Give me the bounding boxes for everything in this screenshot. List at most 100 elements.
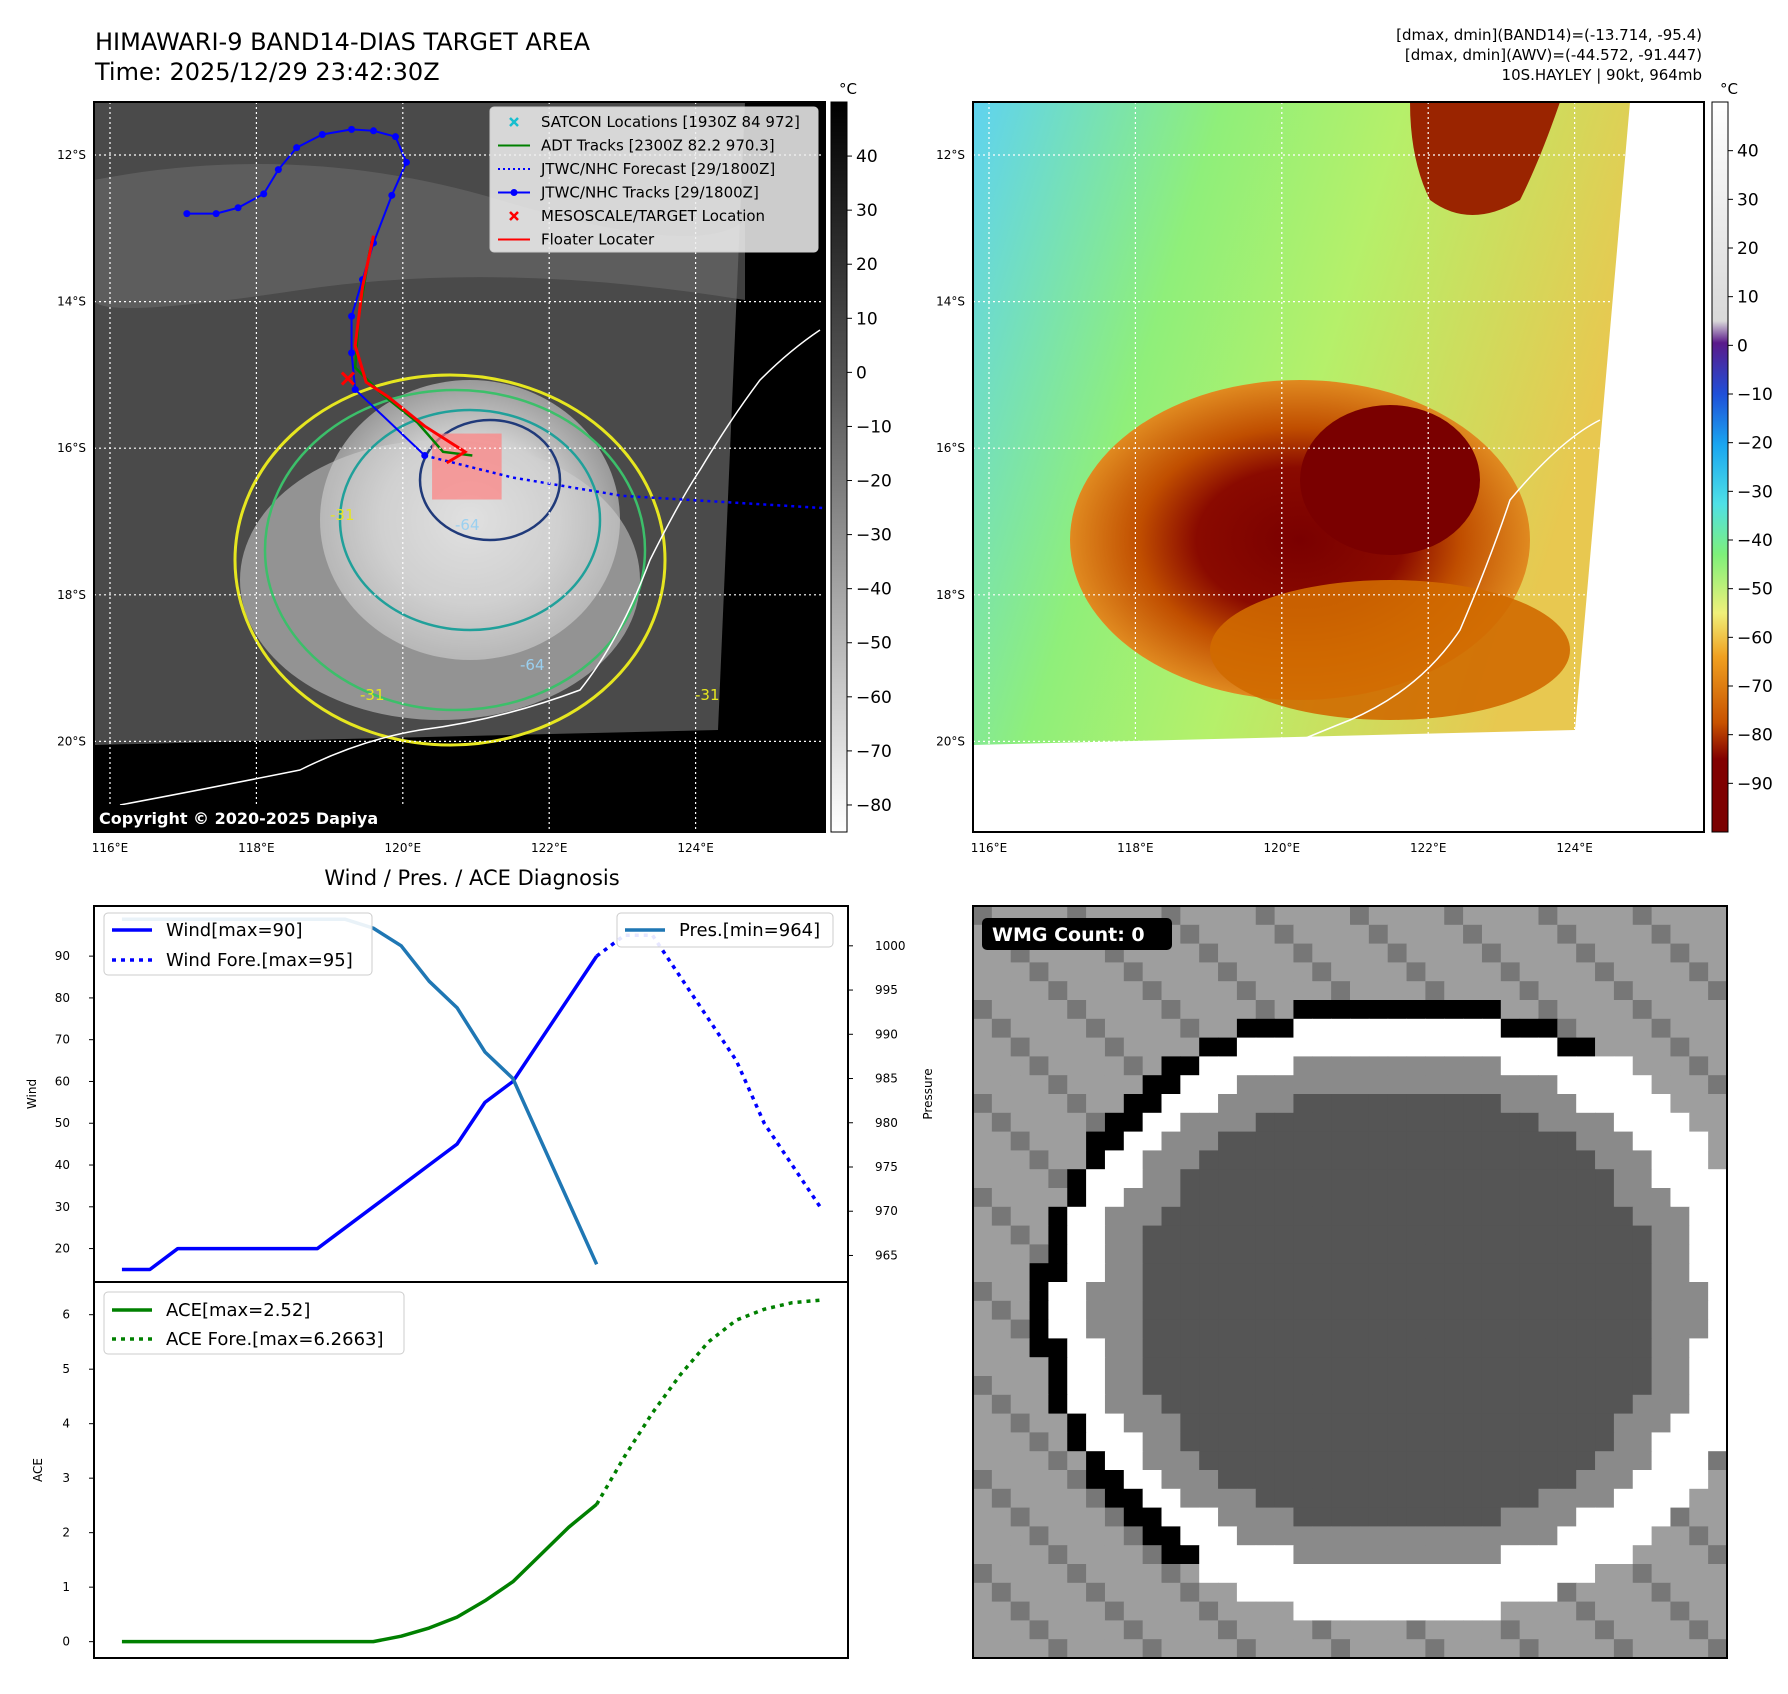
wmg-cell (1387, 1582, 1408, 1603)
wmg-cell (1387, 1432, 1408, 1452)
contour-yellow (233, 373, 667, 747)
wmg-cell (1708, 981, 1728, 1001)
wmg-cell (1670, 1263, 1690, 1283)
wmg-cell (1595, 1601, 1615, 1621)
wmg-cell (1274, 1075, 1294, 1095)
wmg-cell (1368, 1394, 1389, 1415)
wmg-cell (1595, 1075, 1615, 1095)
contour-label: -31 (695, 686, 720, 704)
wmg-cell (1576, 1545, 1596, 1565)
wmg-cell (1010, 1394, 1031, 1415)
legend-label: JTWC/NHC Tracks [29/1800Z] (540, 184, 759, 202)
wmg-cell (1218, 1620, 1238, 1640)
wmg-cell (1331, 962, 1351, 982)
wmg-cell (1086, 1639, 1106, 1659)
wmg-cell (1481, 1451, 1502, 1471)
wmg-cell (1481, 962, 1502, 982)
wmg-cell (1218, 1601, 1238, 1621)
wmg-cell (1199, 1188, 1219, 1208)
wmg-cell (973, 1507, 993, 1527)
wmg-cell (1199, 962, 1219, 982)
wmg-cell (1651, 943, 1671, 963)
wmg-cell (1689, 1338, 1709, 1358)
wmg-cell (1029, 1545, 1049, 1565)
wmg-cell (1651, 1582, 1671, 1603)
wmg-cell (1425, 906, 1445, 926)
wmg-cell (1199, 1376, 1219, 1396)
wmg-cell (1067, 1188, 1087, 1208)
wmg-cell (1255, 1545, 1276, 1565)
colorbar-tick-label: 30 (856, 201, 878, 221)
wmg-cell (1274, 1000, 1294, 1020)
wmg-cell (1557, 906, 1577, 926)
wmg-cell (1368, 1451, 1389, 1471)
wmg-cell (1312, 1620, 1332, 1640)
wmg-cell (1651, 1169, 1671, 1189)
wmg-cell (1689, 1075, 1709, 1095)
wmg-cell (1670, 1075, 1690, 1095)
wmg-cell (1613, 1188, 1634, 1208)
wmg-cell (1048, 1470, 1068, 1490)
wmg-cell (1086, 1451, 1106, 1471)
wmg-cell (1029, 1206, 1049, 1227)
wmg-cell (1463, 1601, 1483, 1621)
wmg-cell (1142, 1507, 1162, 1527)
wmg-cell (1218, 1507, 1238, 1527)
wmg-cell (1651, 1206, 1671, 1227)
wmg-cell (1142, 1545, 1162, 1565)
wmg-cell (1218, 1376, 1238, 1396)
wmg-cell (1651, 924, 1671, 945)
wmg-cell (1406, 1150, 1426, 1170)
wmg-cell (1538, 1018, 1558, 1039)
wmg-cell (1406, 1545, 1426, 1565)
wmg-cell (1293, 1300, 1313, 1321)
wmg-cell (1519, 1488, 1539, 1509)
wmg-cell (1142, 1206, 1162, 1227)
lon-tick-label: 116°E (971, 841, 1008, 855)
wmg-cell (1274, 1582, 1294, 1603)
wmg-cell (1387, 1639, 1408, 1659)
wmg-cell (1236, 1376, 1257, 1396)
wmg-cell (1425, 1564, 1445, 1584)
wmg-cell (1123, 1263, 1144, 1283)
wmg-cell (1519, 1601, 1539, 1621)
wmg-cell (1312, 1244, 1332, 1264)
wmg-cell (1142, 1413, 1162, 1433)
wmg-cell (1651, 1131, 1671, 1151)
wmg-cell (1557, 1112, 1577, 1133)
wmg-cell (1500, 1639, 1521, 1659)
wmg-cell (1048, 962, 1068, 982)
wmg-cell (1312, 943, 1332, 963)
wmg-cell (1293, 924, 1313, 945)
wmg-cell (1387, 1413, 1408, 1433)
wmg-cell (1595, 981, 1615, 1001)
best-track-point (388, 191, 396, 199)
wmg-cell (1350, 981, 1370, 1001)
wmg-cell (1067, 1338, 1087, 1358)
wmg-cell (1142, 1037, 1162, 1057)
wmg-cell (1444, 1225, 1464, 1245)
wmg-cell (1387, 1470, 1408, 1490)
wmg-cell (1161, 1300, 1181, 1321)
wmg-cell (1123, 1507, 1144, 1527)
wmg-count-box (982, 918, 1172, 950)
wmg-cell (1236, 1639, 1257, 1659)
wmg-cell (1123, 1018, 1144, 1039)
wmg-cell (1444, 1188, 1464, 1208)
wmg-cell (1463, 1620, 1483, 1640)
wmg-cell (1538, 1357, 1558, 1377)
wmg-cell (1180, 1564, 1200, 1584)
wmg-frame (972, 905, 1728, 1659)
wmg-cell (1255, 1357, 1276, 1377)
wmg-cell (1481, 1319, 1502, 1339)
wmg-cell (1444, 1432, 1464, 1452)
wmg-cell (1274, 1112, 1294, 1133)
wmg-cell (1425, 1000, 1445, 1020)
wmg-cell (1406, 1357, 1426, 1377)
wmg-cell (1274, 1545, 1294, 1565)
wmg-cell (1444, 962, 1464, 982)
wmg-cell (1350, 1451, 1370, 1471)
wmg-cell (1293, 1507, 1313, 1527)
wmg-cell (1331, 1451, 1351, 1471)
wmg-cell (1689, 924, 1709, 945)
